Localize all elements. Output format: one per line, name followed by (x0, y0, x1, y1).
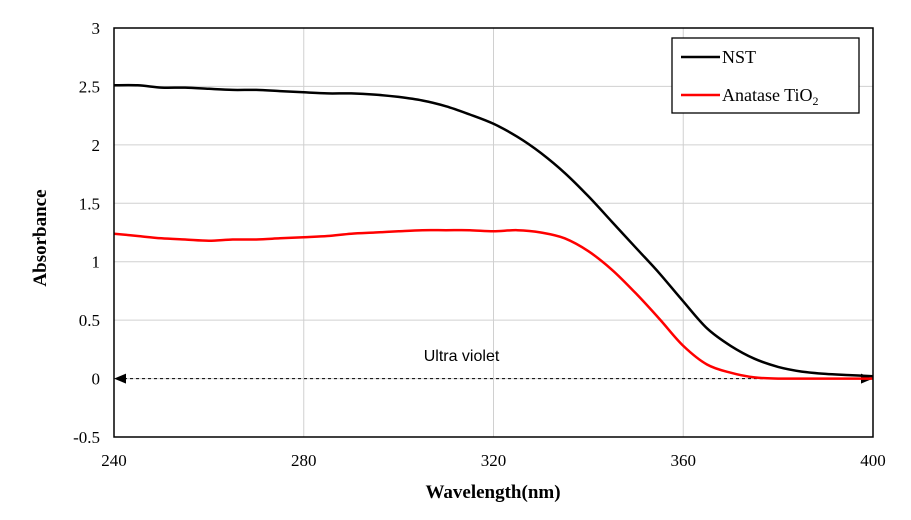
y-tick-label: 0 (92, 370, 101, 389)
series-lines (113, 83, 874, 380)
uv-annotation-label: Ultra violet (424, 348, 500, 365)
x-tick-label: 240 (101, 451, 127, 470)
y-tick-label: 1.5 (79, 194, 100, 213)
uv-arrow-head-left (114, 373, 126, 384)
series-line-anatase (113, 228, 873, 380)
y-tick-label: 1 (92, 253, 101, 272)
series-line-nst (113, 83, 874, 378)
y-tick-label: 3 (92, 19, 101, 38)
y-tick-label: 0.5 (79, 311, 100, 330)
legend-label-nst: NST (722, 47, 756, 67)
legend: NST Anatase TiO2 (671, 37, 860, 114)
tick-labels: -0.5 0 0.5 1 1.5 2 2.5 3 240 280 320 360 400 (73, 19, 886, 470)
y-tick-label: 2 (92, 136, 101, 155)
x-tick-label: 320 (481, 451, 507, 470)
y-axis-title: Absorbance (30, 189, 51, 286)
legend-box (671, 37, 860, 114)
plot-frame (113, 27, 874, 438)
y-tick-label: -0.5 (73, 428, 100, 447)
legend-label-anatase: Anatase TiO2 (722, 85, 819, 108)
y-tick-label: 2.5 (79, 77, 100, 96)
x-axis-title: Wavelength(nm) (425, 482, 560, 503)
x-tick-label: 280 (291, 451, 317, 470)
x-tick-label: 360 (671, 451, 697, 470)
x-tick-label: 400 (860, 451, 886, 470)
